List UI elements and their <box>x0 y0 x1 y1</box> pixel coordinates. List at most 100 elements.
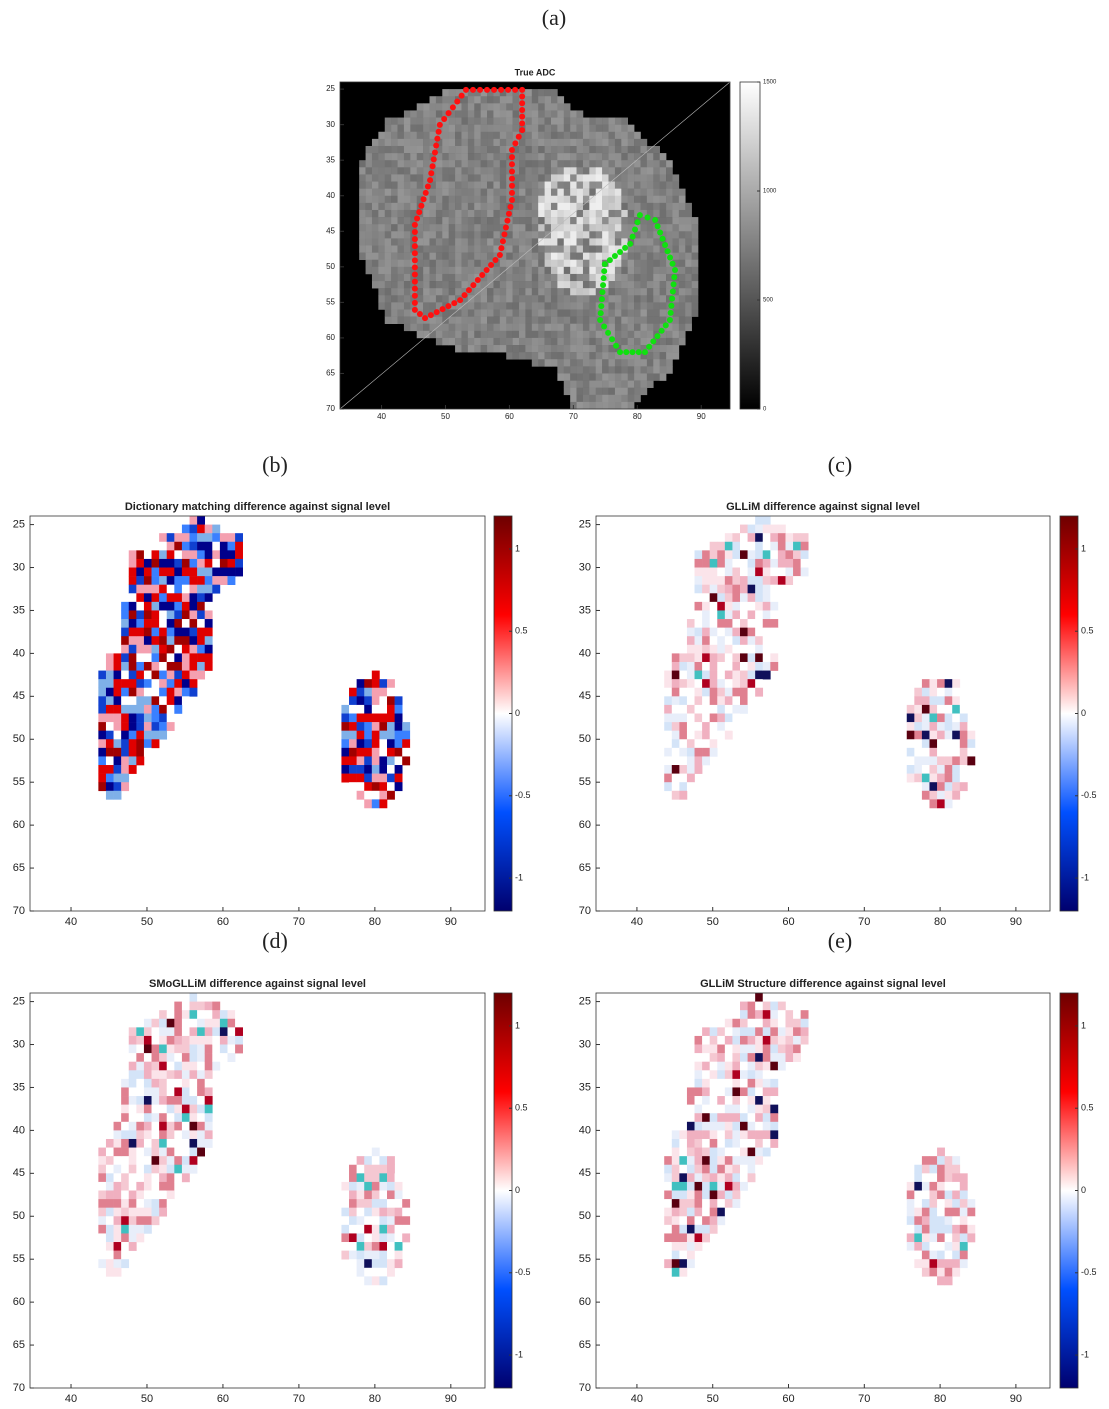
image-pixel <box>430 103 437 110</box>
image-pixel <box>364 774 372 783</box>
image-pixel <box>532 302 539 309</box>
image-pixel <box>732 1130 740 1139</box>
image-pixel <box>398 167 405 174</box>
image-pixel <box>717 739 725 748</box>
image-pixel <box>436 260 443 267</box>
image-pixel <box>129 1036 137 1045</box>
image-pixel <box>144 602 152 611</box>
image-pixel <box>357 1251 365 1260</box>
image-pixel <box>755 645 763 654</box>
image-pixel <box>660 153 667 160</box>
image-pixel <box>500 203 507 210</box>
image-pixel <box>664 1199 672 1208</box>
y-tick-label: 55 <box>13 776 25 788</box>
image-pixel <box>653 267 660 274</box>
image-pixel <box>702 1148 710 1157</box>
roi-point <box>427 177 433 183</box>
image-pixel <box>602 224 609 231</box>
image-pixel <box>725 559 733 568</box>
image-pixel <box>647 324 654 331</box>
image-pixel <box>449 338 456 345</box>
image-pixel <box>583 260 590 267</box>
image-pixel <box>379 722 387 731</box>
image-pixel <box>506 274 513 281</box>
image-pixel <box>506 139 513 146</box>
image-pixel <box>430 196 437 203</box>
image-pixel <box>364 688 372 697</box>
image-pixel <box>106 722 114 731</box>
image-pixel <box>474 189 481 196</box>
image-pixel <box>212 1045 220 1054</box>
x-tick-label: 70 <box>293 1393 305 1405</box>
image-pixel <box>379 1208 387 1217</box>
image-pixel <box>461 345 468 352</box>
image-pixel <box>167 1165 175 1174</box>
image-pixel <box>152 1173 160 1182</box>
image-pixel <box>525 167 532 174</box>
image-pixel <box>455 189 462 196</box>
image-pixel <box>487 317 494 324</box>
image-pixel <box>423 118 430 125</box>
image-pixel <box>121 774 129 783</box>
image-pixel <box>628 196 635 203</box>
image-pixel <box>532 274 539 281</box>
image-pixel <box>596 238 603 245</box>
roi-point <box>623 349 629 355</box>
image-pixel <box>929 765 937 774</box>
image-pixel <box>763 602 771 611</box>
image-pixel <box>468 274 475 281</box>
image-pixel <box>929 1242 937 1251</box>
image-pixel <box>702 645 710 654</box>
image-pixel <box>159 1208 167 1217</box>
image-pixel <box>929 696 937 705</box>
image-pixel <box>114 722 122 731</box>
image-pixel <box>366 182 373 189</box>
image-pixel <box>468 302 475 309</box>
image-pixel <box>357 1156 365 1165</box>
image-pixel <box>628 203 635 210</box>
image-pixel <box>695 619 703 628</box>
image-pixel <box>442 260 449 267</box>
image-pixel <box>615 189 622 196</box>
roi-point <box>434 136 440 142</box>
image-pixel <box>404 302 411 309</box>
image-pixel <box>628 295 635 302</box>
image-pixel <box>474 160 481 167</box>
image-pixel <box>937 1259 945 1268</box>
image-pixel <box>121 722 129 731</box>
image-pixel <box>640 388 647 395</box>
image-pixel <box>907 1242 915 1251</box>
image-pixel <box>402 1233 410 1242</box>
roi-point <box>446 110 452 116</box>
image-pixel <box>500 160 507 167</box>
image-pixel <box>395 1233 403 1242</box>
image-pixel <box>174 1165 182 1174</box>
image-pixel <box>725 1010 733 1019</box>
image-pixel <box>525 110 532 117</box>
x-tick-label: 40 <box>65 916 77 928</box>
image-pixel <box>583 359 590 366</box>
image-pixel <box>945 731 953 740</box>
image-pixel <box>190 645 198 654</box>
image-pixel <box>538 132 545 139</box>
image-pixel <box>577 132 584 139</box>
image-pixel <box>106 1259 114 1268</box>
image-pixel <box>557 174 564 181</box>
image-pixel <box>519 238 526 245</box>
image-pixel <box>634 196 641 203</box>
image-pixel <box>404 224 411 231</box>
image-pixel <box>679 714 687 723</box>
image-pixel <box>679 782 687 791</box>
image-pixel <box>220 576 228 585</box>
image-pixel <box>442 331 449 338</box>
image-pixel <box>589 203 596 210</box>
image-pixel <box>220 1010 228 1019</box>
image-pixel <box>702 550 710 559</box>
image-pixel <box>609 146 616 153</box>
image-pixel <box>763 1122 771 1131</box>
image-pixel <box>583 345 590 352</box>
image-pixel <box>564 366 571 373</box>
image-pixel <box>583 253 590 260</box>
image-pixel <box>159 688 167 697</box>
image-pixel <box>205 576 213 585</box>
